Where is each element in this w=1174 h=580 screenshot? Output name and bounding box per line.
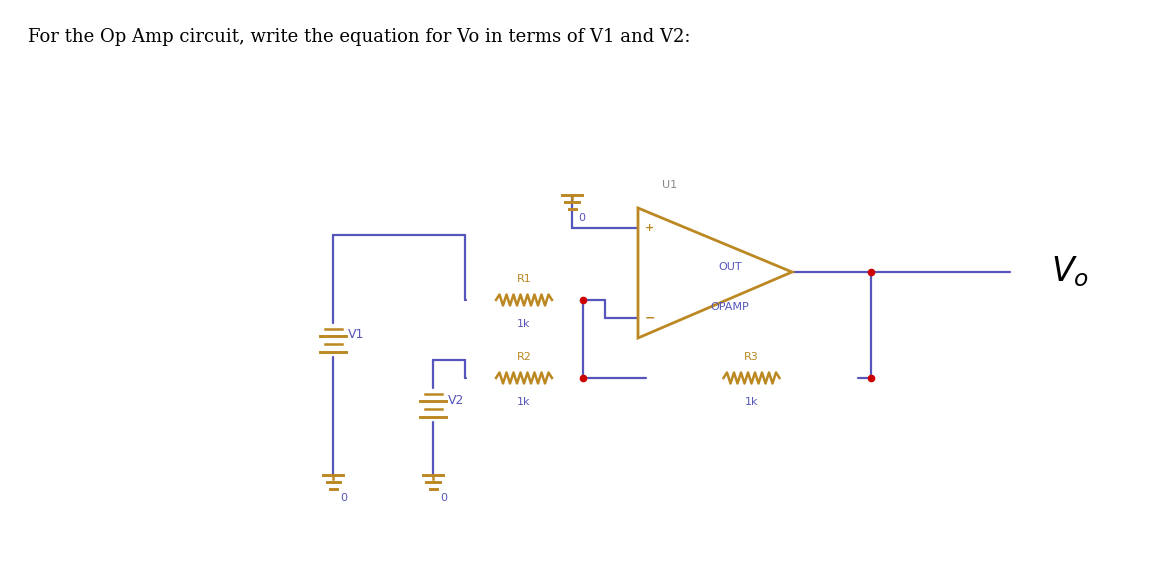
- Text: 0: 0: [578, 213, 585, 223]
- Text: 0: 0: [440, 493, 447, 503]
- Text: V2: V2: [448, 393, 465, 407]
- Text: V1: V1: [348, 328, 364, 342]
- Text: U1: U1: [662, 180, 677, 190]
- Text: OPAMP: OPAMP: [710, 302, 749, 312]
- Text: OUT: OUT: [718, 262, 742, 272]
- Text: For the Op Amp circuit, write the equation for Vo in terms of V1 and V2:: For the Op Amp circuit, write the equati…: [28, 28, 690, 46]
- Text: 1k: 1k: [518, 397, 531, 407]
- Text: $V_o$: $V_o$: [1051, 255, 1089, 289]
- Text: R2: R2: [517, 352, 532, 362]
- Text: −: −: [645, 311, 655, 324]
- Text: 1k: 1k: [518, 319, 531, 329]
- Text: R3: R3: [744, 352, 758, 362]
- Text: +: +: [646, 223, 655, 233]
- Text: R1: R1: [517, 274, 532, 284]
- Text: 0: 0: [340, 493, 348, 503]
- Text: 1k: 1k: [744, 397, 758, 407]
